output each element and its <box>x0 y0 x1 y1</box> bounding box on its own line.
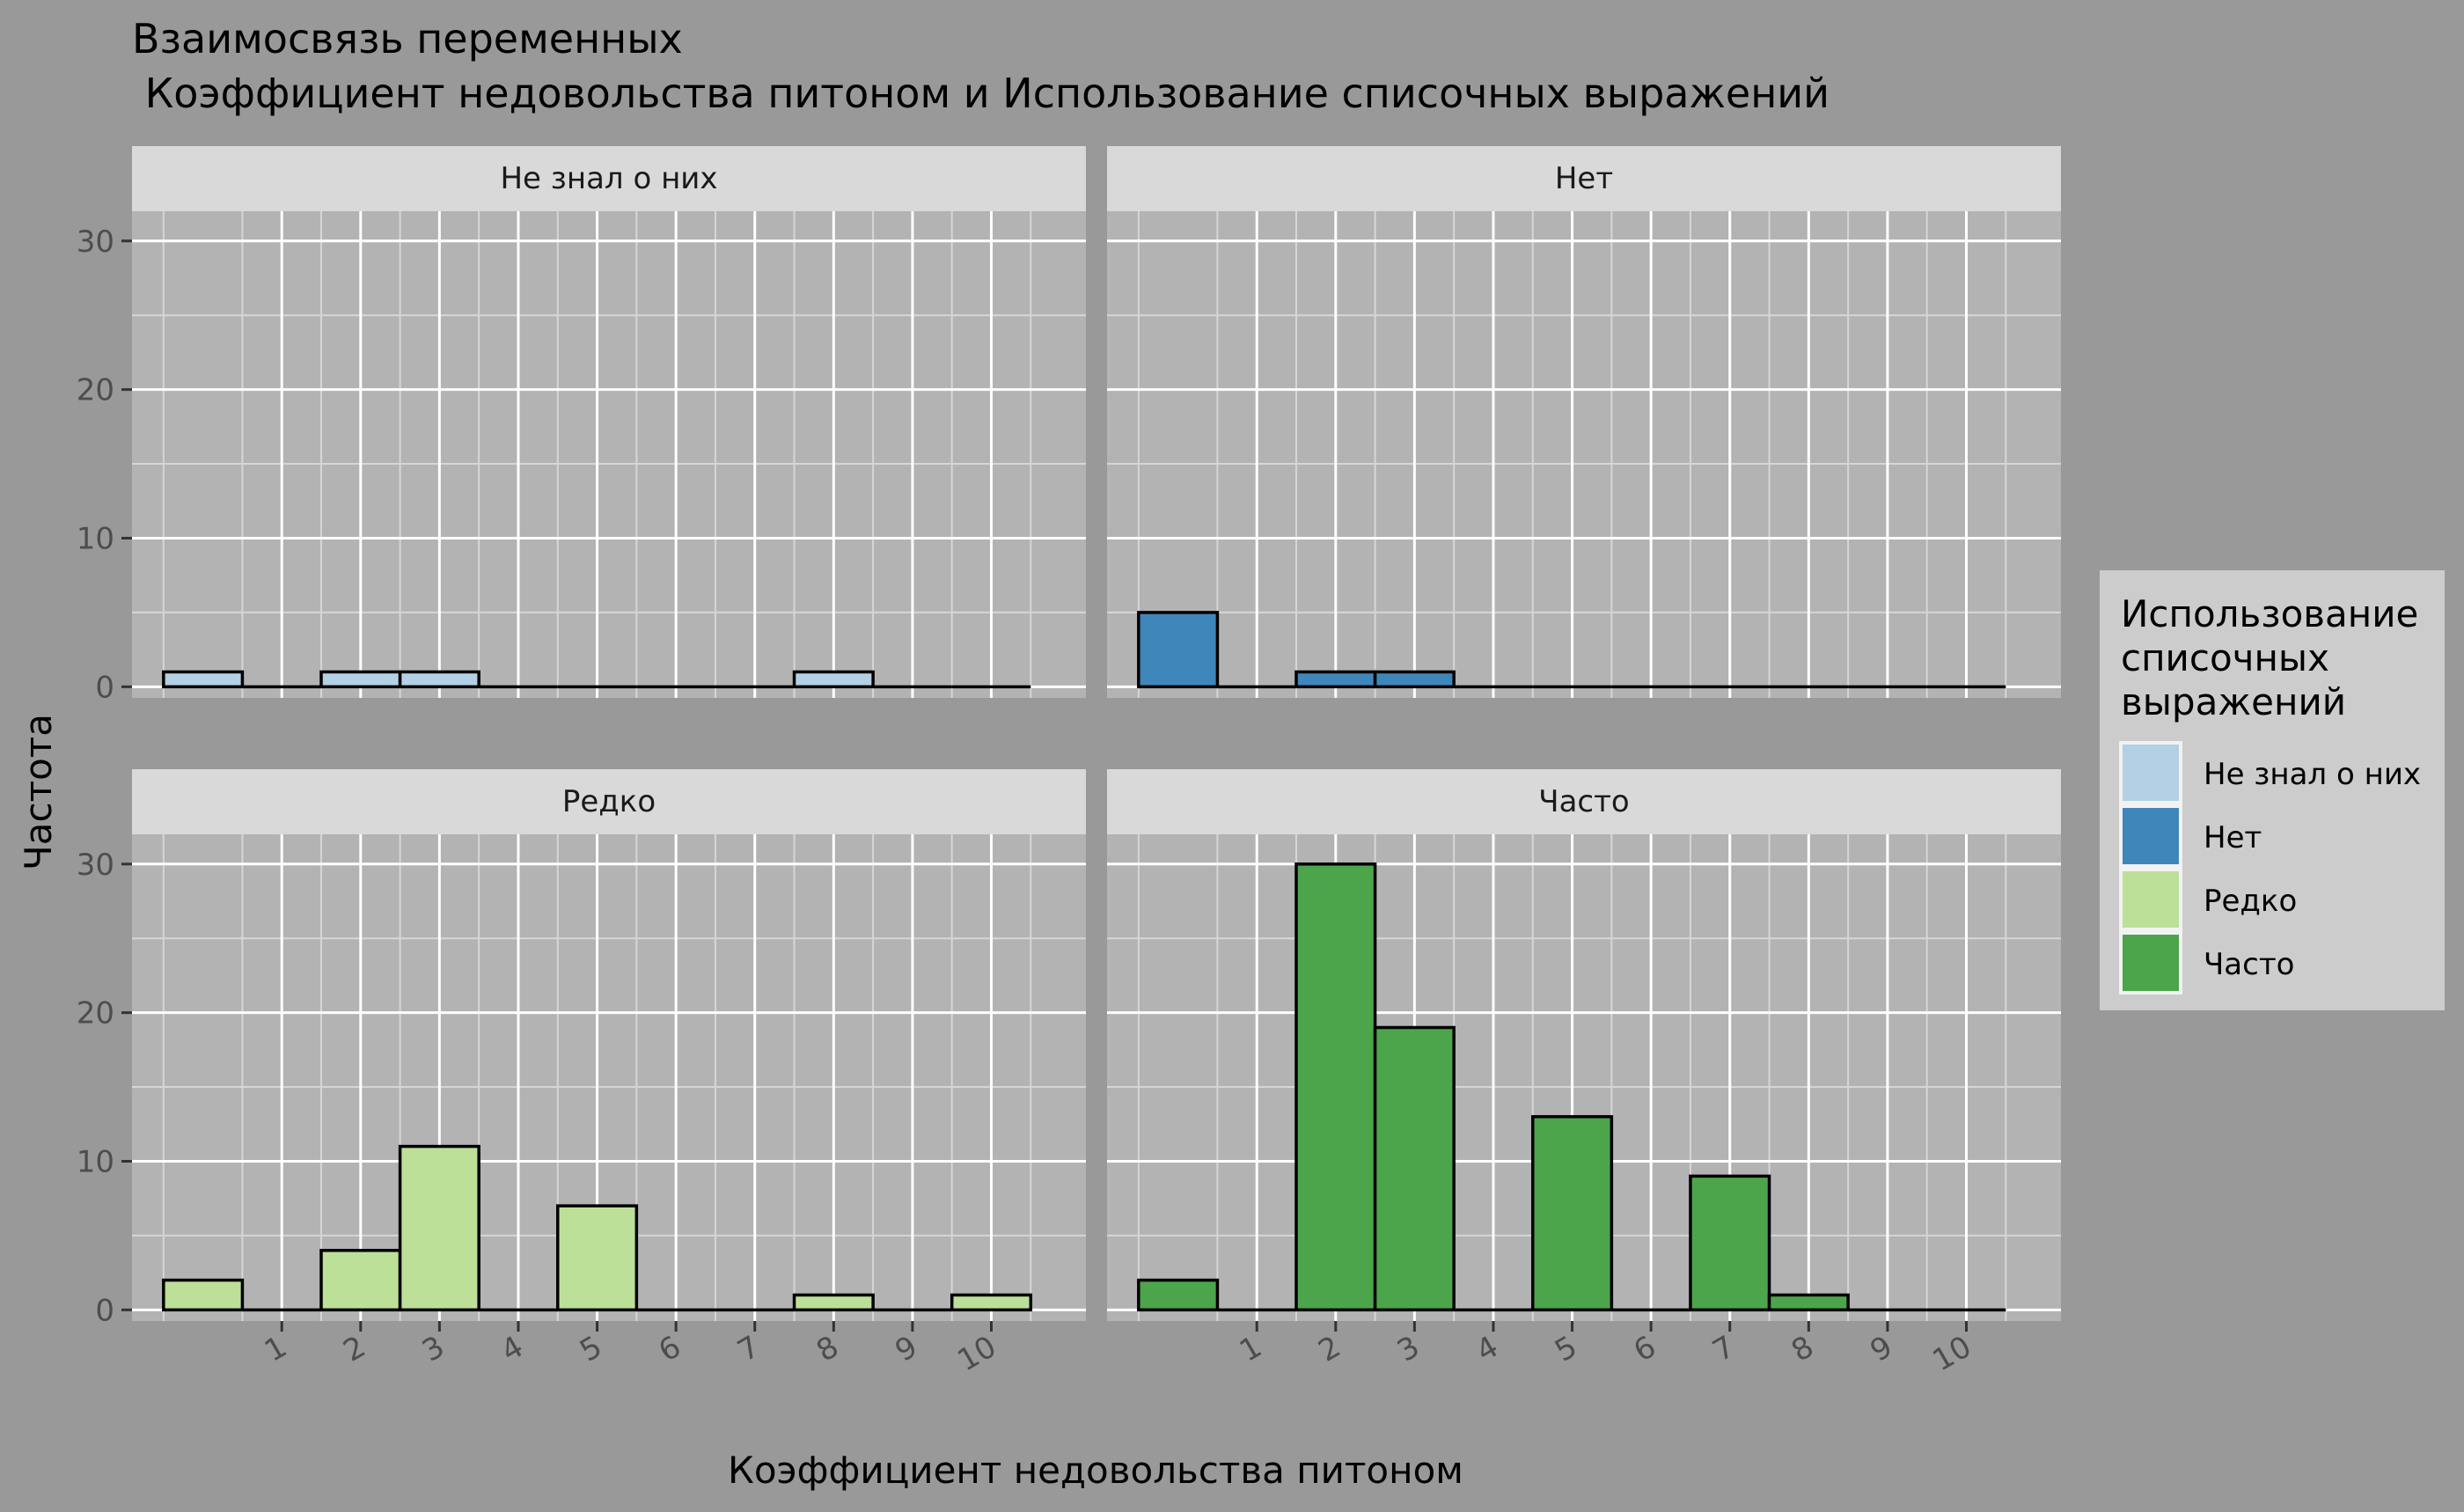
legend-title-line: Использование <box>2121 592 2418 635</box>
legend-items: Не знал о них Нет Редко Часто <box>2119 741 2421 995</box>
facet-strip <box>132 769 1086 834</box>
bar <box>1137 611 1220 689</box>
y-tick-label: 10 <box>77 521 114 556</box>
panel-background <box>132 211 1086 698</box>
y-tick-label: 0 <box>95 1293 114 1328</box>
chart-title-line1: Взаимосвязь переменных <box>132 15 683 62</box>
y-tick-label: 20 <box>77 373 114 408</box>
facet-label: Редко <box>562 784 656 819</box>
bar <box>1373 670 1456 689</box>
bar <box>556 1204 639 1312</box>
bar <box>398 670 480 689</box>
legend-swatch <box>2123 871 2179 928</box>
bar <box>162 1278 245 1312</box>
bar <box>1689 1174 1771 1312</box>
bar <box>1294 862 1377 1312</box>
legend-label: Редко <box>2204 884 2297 919</box>
y-tick-label: 30 <box>77 848 114 883</box>
bar <box>792 670 875 689</box>
facet-label: Нет <box>1555 161 1613 196</box>
legend-title-line: выражений <box>2121 680 2346 723</box>
legend-swatch <box>2123 808 2179 864</box>
legend-label: Часто <box>2204 947 2294 982</box>
x-axis-label: Коэффициент недовольства питоном <box>728 1449 1463 1492</box>
bar <box>1373 1025 1456 1312</box>
legend-title-line: списочных <box>2121 636 2329 679</box>
bar <box>1767 1293 1850 1312</box>
facet-strip <box>1107 769 2061 834</box>
y-tick-label: 10 <box>77 1144 114 1179</box>
bar <box>950 1293 1033 1312</box>
facet-strip <box>132 146 1086 211</box>
facet-label: Часто <box>1538 784 1629 819</box>
facet-label: Не знал о них <box>500 161 717 196</box>
legend-label: Не знал о них <box>2204 757 2421 792</box>
bar <box>1294 670 1377 689</box>
bar <box>1137 1278 1220 1312</box>
facet-panel: Не знал о них 0 10 20 30 <box>77 146 1086 705</box>
bar <box>398 1144 480 1312</box>
legend-label: Нет <box>2204 820 2262 855</box>
facet-panel: Нет <box>1107 146 2061 698</box>
legend-swatch <box>2123 935 2179 991</box>
legend-title: Использование списочных выражений <box>2121 592 2431 723</box>
bar <box>319 1249 402 1312</box>
legend-swatch <box>2123 745 2179 801</box>
facet-strip <box>1107 146 2061 211</box>
bar <box>792 1293 875 1312</box>
bar <box>1531 1115 1614 1312</box>
chart-title-line2: Коэффициент недовольства питоном и Испол… <box>132 70 1830 117</box>
panel-background <box>1107 211 2061 698</box>
y-tick-label: 0 <box>95 670 114 705</box>
bar <box>319 670 402 689</box>
y-tick-label: 20 <box>77 996 114 1031</box>
y-tick-label: 30 <box>77 224 114 260</box>
y-axis-label: Частота <box>17 714 60 870</box>
legend: Использование списочных выражений Не зна… <box>2100 570 2445 1010</box>
bar <box>162 670 245 689</box>
